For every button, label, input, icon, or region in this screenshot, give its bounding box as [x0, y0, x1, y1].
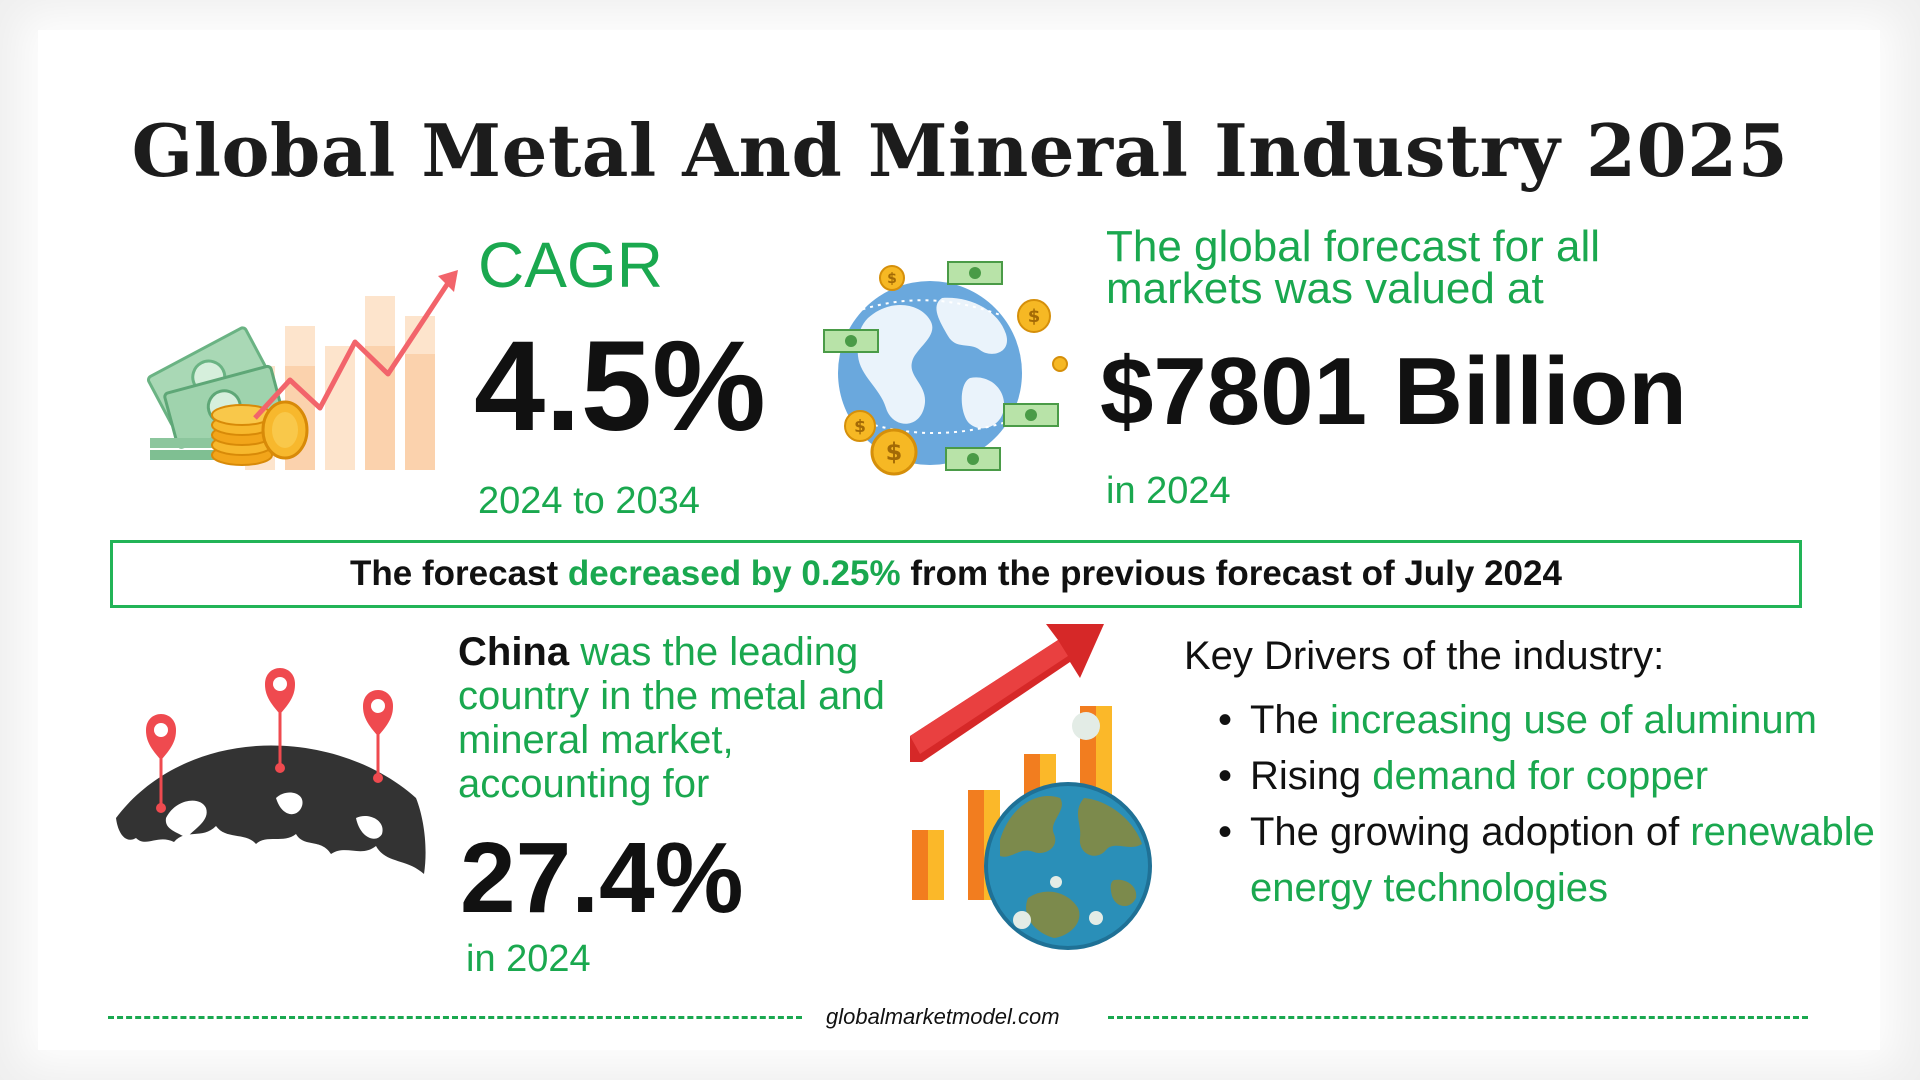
growth-chart-money-icon [146, 270, 458, 470]
driver-prefix: The growing adoption of [1250, 810, 1691, 854]
bullet-icon: • [1218, 810, 1233, 854]
forecast-change-banner: The forecast decreased by 0.25% from the… [110, 540, 1802, 608]
driver-highlight: increasing use of aluminum [1330, 698, 1817, 742]
footer-divider-right [1108, 1016, 1808, 1019]
footer-divider-left [108, 1016, 802, 1019]
cagr-label: CAGR [478, 229, 663, 301]
page-title: Global Metal And Mineral Industry 2025 [131, 108, 1789, 193]
cagr-period: 2024 to 2034 [478, 480, 700, 522]
leading-country-description: China was the leading country in the met… [458, 630, 918, 806]
banner-highlight: decreased by 0.25% [567, 554, 901, 593]
svg-text:$: $ [887, 271, 897, 287]
driver-prefix: The [1250, 698, 1331, 742]
banner-text-start: The forecast [350, 554, 568, 593]
earth-growth-icon [910, 624, 1152, 950]
bullet-icon: • [1218, 698, 1233, 742]
forecast-year: in 2024 [1106, 470, 1231, 512]
leading-country-name: China [458, 630, 570, 674]
globe-money-icon: $ $ $ $ [823, 261, 1068, 476]
driver-highlight: renewable energy technologies [1250, 810, 1875, 910]
drivers-title: Key Drivers of the industry: [1184, 634, 1665, 678]
driver-prefix: Rising [1250, 754, 1373, 798]
world-map-pins-icon [116, 668, 426, 874]
driver-item: • Rising demand for copper [1218, 748, 1818, 804]
footer-source: globalmarketmodel.com [826, 1004, 1060, 1029]
svg-text:$: $ [886, 438, 903, 466]
banner-text-end: from the previous forecast of July 2024 [900, 554, 1562, 593]
svg-text:$: $ [1028, 306, 1041, 327]
bullet-icon: • [1218, 754, 1233, 798]
driver-highlight: demand for copper [1372, 754, 1709, 798]
leading-country-text: was the leading country in the metal and… [458, 630, 885, 806]
svg-text:$: $ [854, 417, 866, 437]
cagr-value: 4.5% [474, 315, 766, 458]
leading-country-share: 27.4% [460, 822, 744, 934]
driver-item: • The growing adoption of renewable energ… [1218, 804, 1875, 916]
leading-country-year: in 2024 [466, 938, 591, 980]
forecast-description: The global forecast for all markets was … [1106, 222, 1601, 313]
driver-item: • The increasing use of aluminum [1218, 692, 1818, 748]
forecast-value: $7801 Billion [1100, 338, 1687, 445]
drivers-list: • The increasing use of aluminum • Rising … [1218, 692, 1875, 916]
